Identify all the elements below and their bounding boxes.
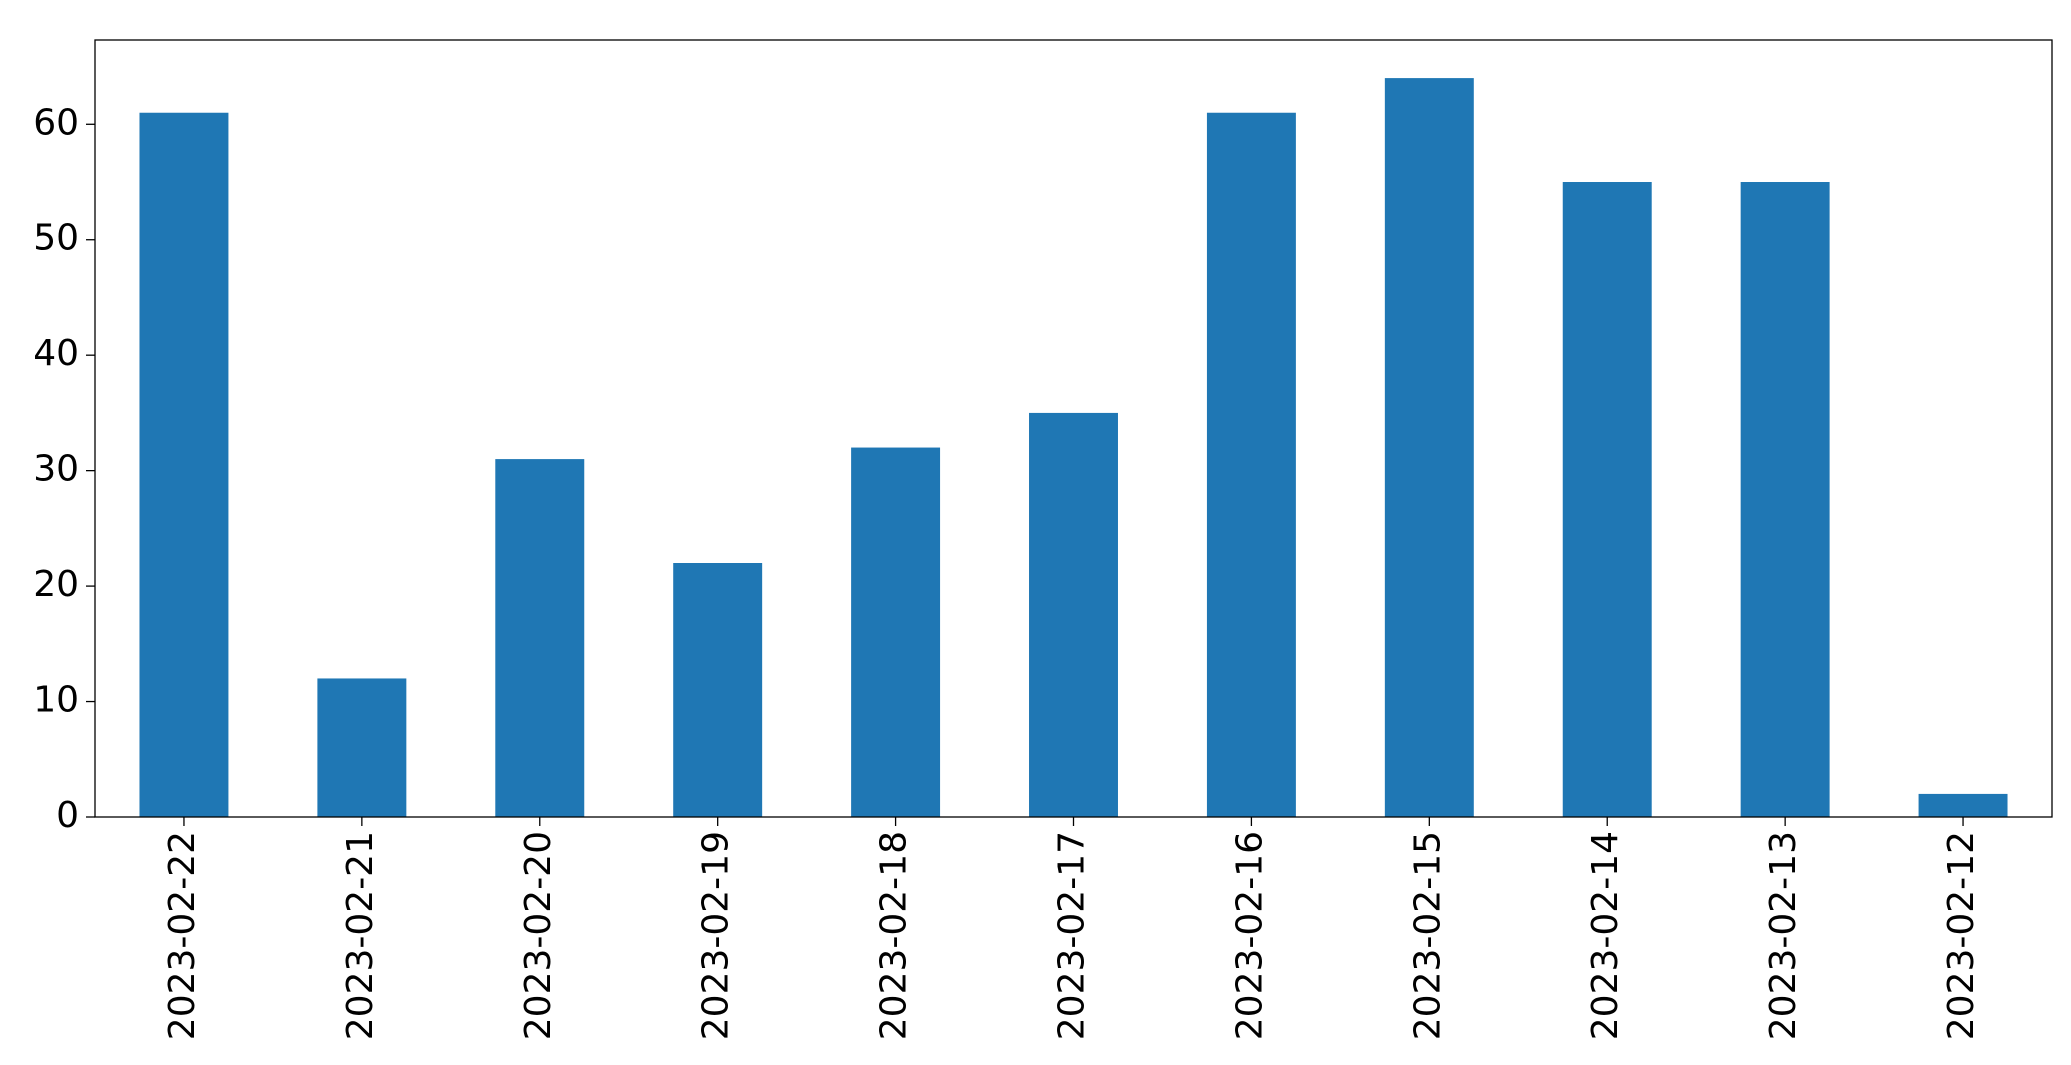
y-tick-label: 0 [56, 795, 79, 836]
x-tick-label: 2023-02-21 [340, 831, 381, 1040]
plot-frame [94, 39, 2053, 818]
bar [851, 447, 941, 817]
x-tick-label: 2023-02-13 [1763, 831, 1804, 1040]
bar [495, 459, 585, 817]
x-tick-label: 2023-02-14 [1585, 831, 1626, 1040]
x-tick-label: 2023-02-20 [518, 831, 559, 1040]
bar [1029, 412, 1118, 817]
x-tick-label: 2023-02-19 [696, 831, 737, 1040]
bar [1740, 182, 1830, 817]
y-tick-label: 50 [33, 218, 79, 259]
y-tick-label: 30 [33, 449, 79, 490]
x-tick-label: 2023-02-12 [1941, 831, 1982, 1040]
bar [1918, 793, 2008, 817]
bar [139, 112, 229, 817]
x-tick-label: 2023-02-22 [162, 831, 203, 1040]
y-tick-label: 60 [33, 102, 79, 143]
bar [317, 678, 407, 817]
x-tick-label: 2023-02-18 [874, 831, 915, 1040]
x-tick-label: 2023-02-17 [1052, 831, 1093, 1040]
bar [1384, 78, 1474, 818]
x-tick-label: 2023-02-15 [1407, 831, 1448, 1040]
x-tick-label: 2023-02-16 [1229, 831, 1270, 1040]
bar [1206, 112, 1296, 817]
y-tick-label: 10 [33, 680, 79, 721]
bar [1562, 182, 1652, 817]
y-tick-label: 40 [33, 333, 79, 374]
y-tick-label: 20 [33, 564, 79, 605]
bar [673, 563, 763, 817]
